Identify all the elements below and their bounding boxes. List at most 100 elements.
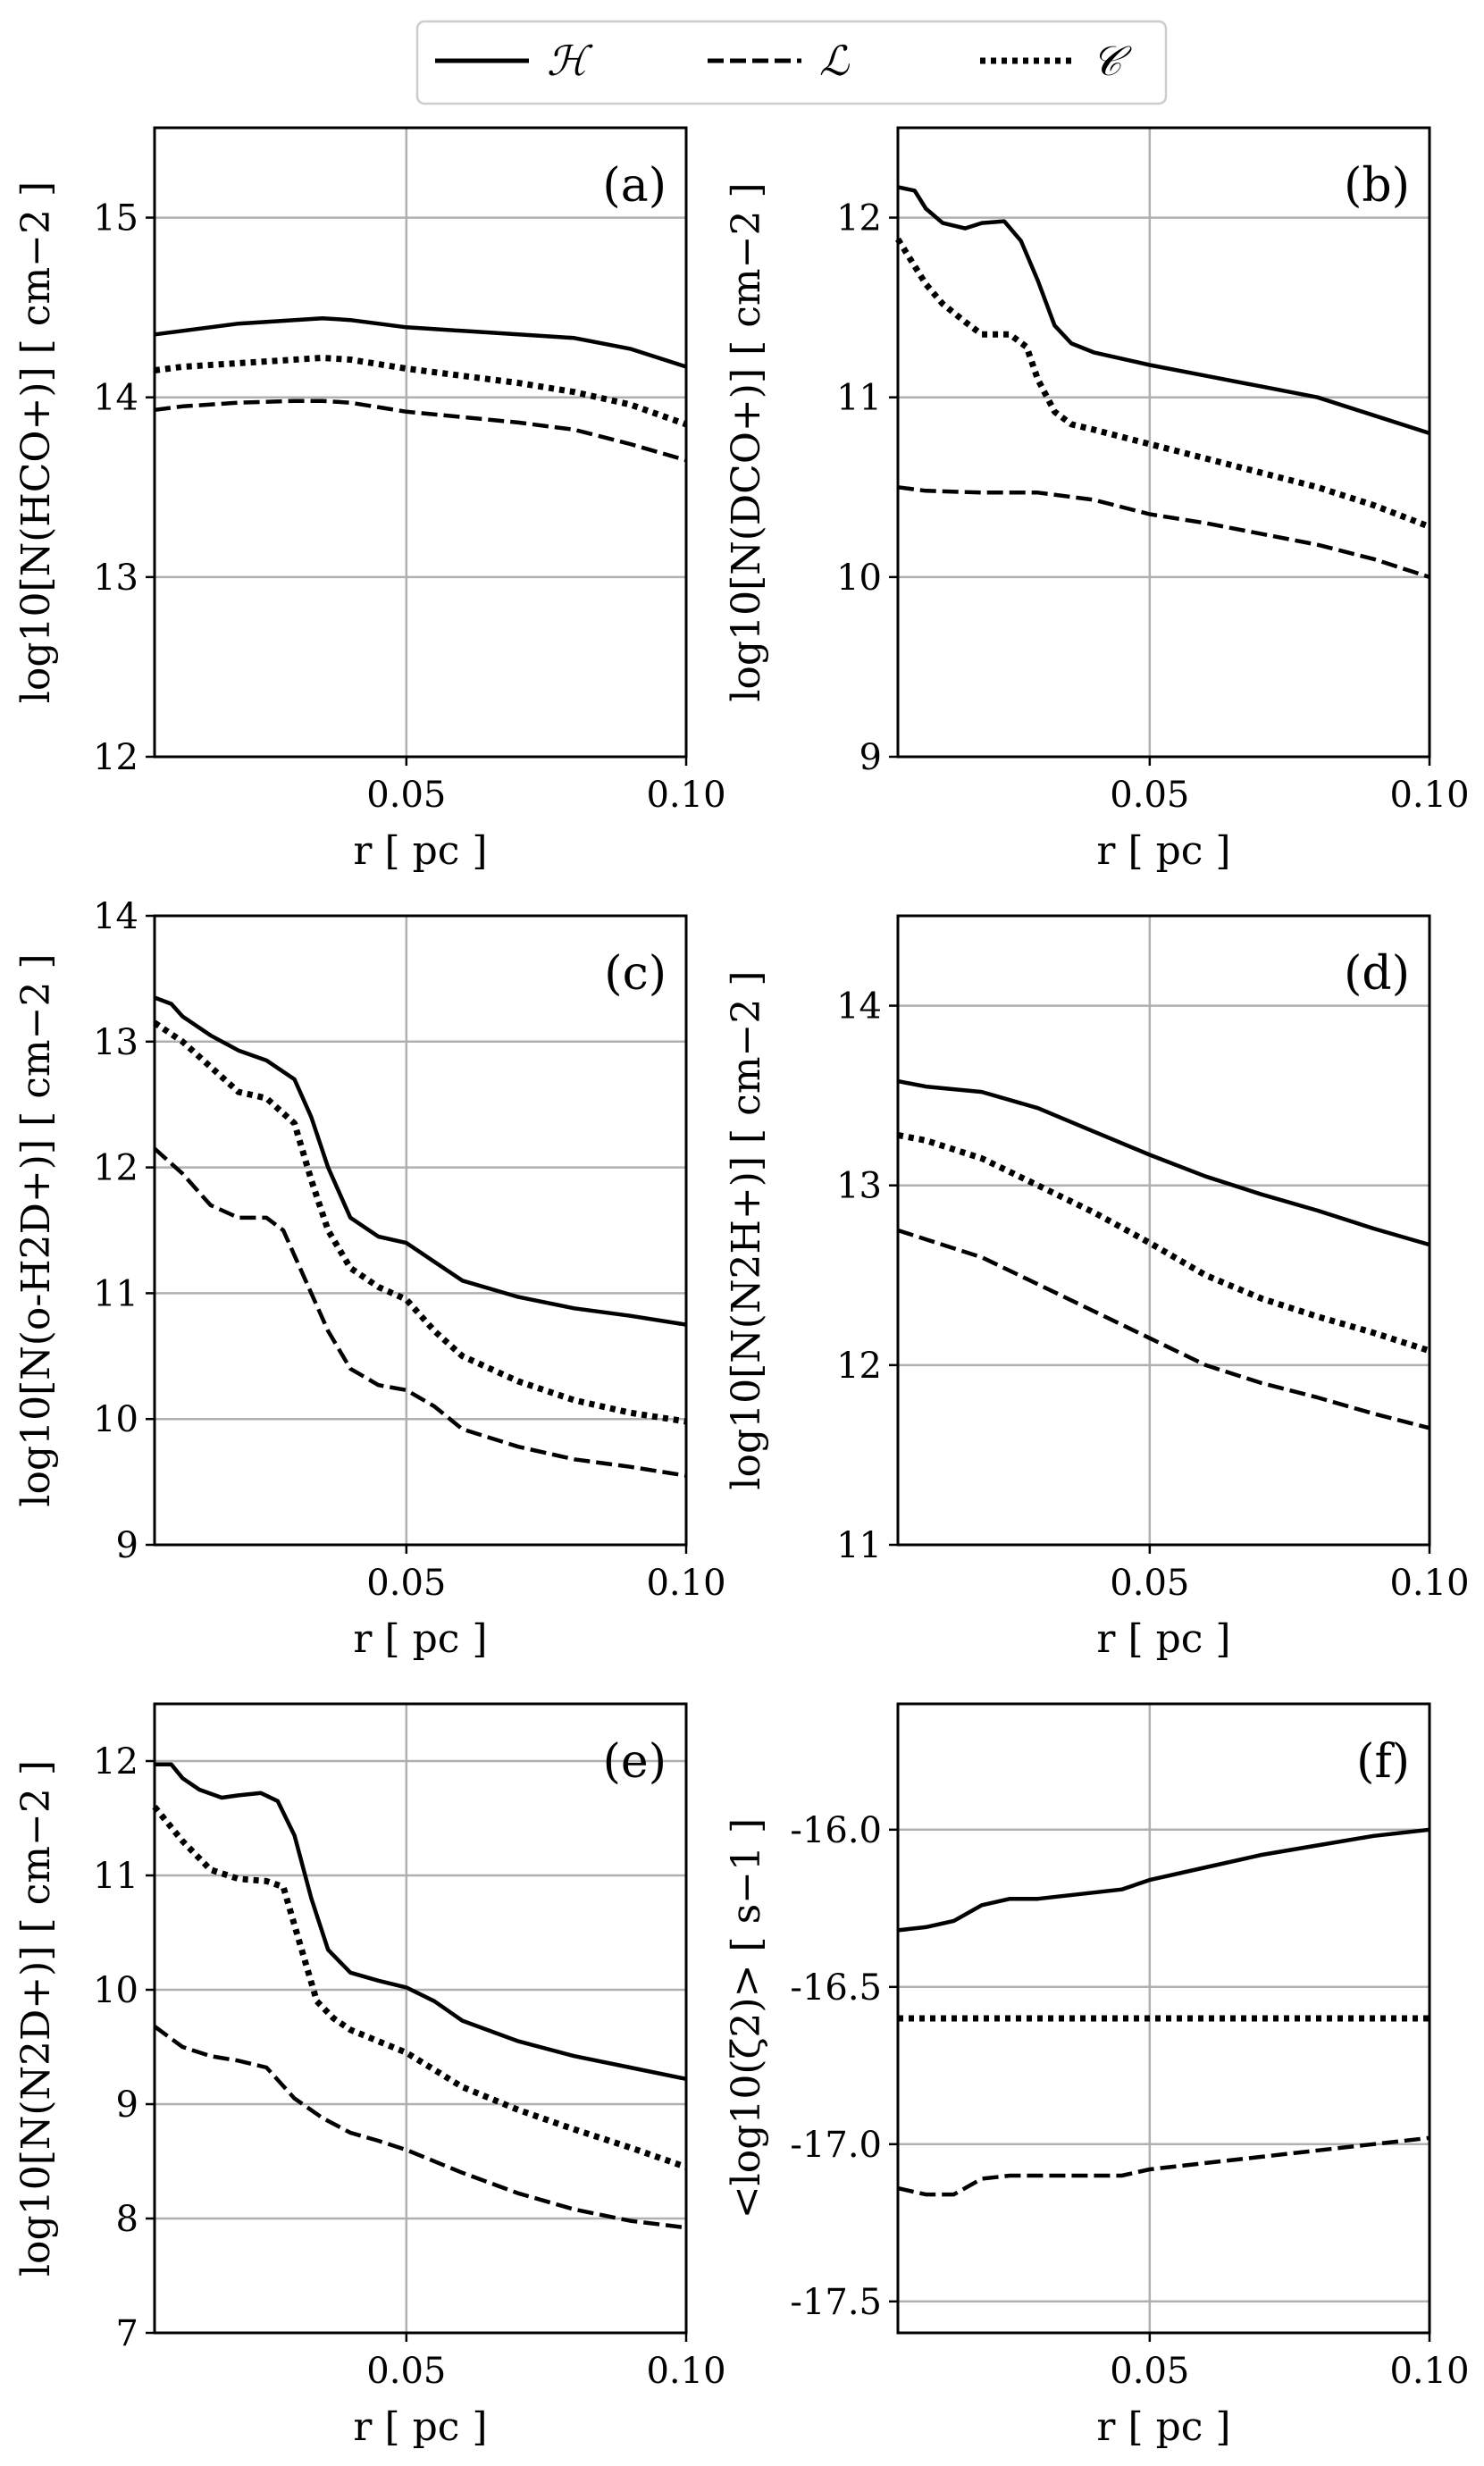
panel-e-series-dotted xyxy=(152,1804,688,2170)
panel-c: 0.05 0.10 9 10 11 12 13 14 (c) r [ pc ] log10[N… xyxy=(13,896,726,1662)
panel-f-ytick-label-3: -16.0 xyxy=(790,1810,882,1851)
panel-d-ylabel: log10[N(N2H+)] [ cm−2 ] xyxy=(724,970,769,1489)
panel-d-ticks: 0.05 0.10 11 12 13 14 xyxy=(836,986,1469,1604)
panel-c-ytick-label-2: 11 xyxy=(93,1273,138,1314)
panel-f-ticks: 0.05 0.10 -17.5 -17.0 -16.5 -16.0 xyxy=(790,1810,1469,2392)
panel-b-ytick-label-2: 11 xyxy=(836,378,882,419)
panel-e-series-solid xyxy=(155,1762,687,2082)
panel-d-label: (d) xyxy=(1344,947,1410,1001)
panel-b-series-dashed xyxy=(897,485,1430,580)
panel-f-xlabel: r [ pc ] xyxy=(1096,2404,1230,2450)
panel-c-ytick-label-1: 10 xyxy=(93,1399,138,1440)
panel-c-xtick-label-1: 0.10 xyxy=(646,1563,725,1604)
legend-label-h: ℋ xyxy=(547,37,593,85)
panel-d-xtick-label-0: 0.05 xyxy=(1110,1563,1189,1604)
panel-a-ytick-label-2: 14 xyxy=(93,378,138,419)
panel-c-ticks: 0.05 0.10 9 10 11 12 13 14 xyxy=(93,896,725,1604)
panel-c-ytick-label-5: 14 xyxy=(93,896,138,937)
panel-c-ylabel: log10[N(o-H2D+)] [ cm−2 ] xyxy=(13,953,59,1506)
panel-a-series xyxy=(154,315,688,463)
panel-a: 0.05 0.10 12 13 14 15 (a) r [ pc ] log10[N(HC… xyxy=(13,126,726,874)
panel-b-series xyxy=(895,185,1431,580)
panel-d-ytick-label-0: 11 xyxy=(836,1525,882,1566)
panel-b-ytick-label-3: 12 xyxy=(836,198,882,239)
panel-b: 0.05 0.10 9 10 11 12 (b) r [ pc ] log10[N(DCO… xyxy=(724,126,1470,874)
panel-f-ytick-label-2: -16.5 xyxy=(790,1967,882,2009)
legend-label-l: ℒ xyxy=(819,37,850,85)
panel-a-label: (a) xyxy=(602,159,667,213)
panel-d-series xyxy=(897,1078,1431,1430)
panel-b-frame xyxy=(896,126,1431,759)
panel-a-series-dotted xyxy=(154,355,688,428)
panel-e-ytick-label-3: 10 xyxy=(93,1970,138,2011)
panel-e-ytick-label-2: 9 xyxy=(116,2084,138,2126)
panel-d-series-dashed xyxy=(897,1228,1430,1430)
panel-f-frame xyxy=(896,1702,1431,2335)
panel-f-ytick-label-1: -17.0 xyxy=(790,2125,882,2166)
panel-b-xtick-label-0: 0.05 xyxy=(1110,775,1189,816)
panel-e-ytick-label-0: 7 xyxy=(116,2313,138,2354)
legend: ℋ ℒ 𝒞 xyxy=(415,20,1168,105)
panel-c-xtick-label-0: 0.05 xyxy=(366,1563,446,1604)
panel-d-series-dotted xyxy=(897,1131,1431,1355)
panel-d-xtick-label-1: 0.10 xyxy=(1389,1563,1469,1604)
panel-e-ytick-label-4: 11 xyxy=(93,1856,138,1897)
panel-c-ytick-label-4: 13 xyxy=(93,1022,138,1063)
legend-frame xyxy=(415,20,1168,105)
panel-e-frame xyxy=(153,1702,688,2335)
panel-b-xtick-label-1: 0.10 xyxy=(1389,775,1469,816)
panel-d-ytick-label-2: 13 xyxy=(836,1166,882,1207)
panel-b-series-dotted xyxy=(895,237,1431,530)
panel-c-series xyxy=(153,995,687,1478)
panel-c-ytick-label-0: 9 xyxy=(116,1525,138,1566)
panel-b-xlabel: r [ pc ] xyxy=(1096,828,1230,874)
panel-d: 0.05 0.10 11 12 13 14 (d) r [ pc ] log10[N(N2… xyxy=(724,914,1470,1662)
panel-d-frame xyxy=(896,914,1431,1547)
panel-c-label: (c) xyxy=(604,947,667,1001)
panel-a-ytick-label-0: 12 xyxy=(93,737,138,778)
panel-a-ytick-label-3: 15 xyxy=(93,198,138,239)
panel-b-label: (b) xyxy=(1344,159,1410,213)
panel-e-ytick-label-1: 8 xyxy=(116,2199,138,2240)
panel-c-ytick-label-3: 12 xyxy=(93,1148,138,1189)
panel-f-xtick-label-1: 0.10 xyxy=(1389,2351,1469,2392)
panel-c-frame xyxy=(153,914,688,1547)
panel-e-xlabel: r [ pc ] xyxy=(353,2404,487,2450)
panel-a-frame xyxy=(153,126,688,759)
panel-c-series-solid xyxy=(154,995,687,1327)
panel-a-xlabel: r [ pc ] xyxy=(353,828,487,874)
panel-f-ytick-label-0: -17.5 xyxy=(790,2282,882,2323)
panel-b-ticks: 0.05 0.10 9 10 11 12 xyxy=(836,198,1469,816)
panel-b-series-solid xyxy=(897,185,1430,436)
panel-d-ytick-label-3: 14 xyxy=(836,986,882,1028)
panel-e-series xyxy=(152,1762,688,2230)
panel-f-xtick-label-0: 0.05 xyxy=(1110,2351,1189,2392)
panel-f-series xyxy=(897,1827,1430,2197)
panel-e-ylabel: log10[N(N2D+)] [ cm−2 ] xyxy=(13,1760,59,2277)
panel-e-label: (e) xyxy=(603,1735,667,1789)
panel-a-xtick-label-1: 0.10 xyxy=(646,775,725,816)
panel-a-ticks: 0.05 0.10 12 13 14 15 xyxy=(93,198,725,816)
panel-a-ytick-label-1: 13 xyxy=(93,558,138,599)
panel-e-xtick-label-1: 0.10 xyxy=(646,2351,725,2392)
panel-e: 0.05 0.10 7 8 9 10 11 12 (e) r [ pc ] log10[N(N… xyxy=(13,1702,726,2450)
panel-f-series-solid xyxy=(897,1827,1430,1933)
panel-f-ylabel: <log10(ζ2)> [ s−1 ] xyxy=(724,1818,769,2219)
panel-a-series-dashed xyxy=(154,398,687,463)
panel-e-ytick-label-5: 12 xyxy=(93,1741,138,1782)
panel-d-series-solid xyxy=(897,1078,1430,1247)
panel-f: 0.05 0.10 -17.5 -17.0 -16.5 -16.0 (f) r [ pc … xyxy=(724,1702,1470,2450)
panel-c-xlabel: r [ pc ] xyxy=(353,1616,487,1662)
panel-d-xlabel: r [ pc ] xyxy=(1096,1616,1230,1662)
panel-f-label: (f) xyxy=(1356,1735,1410,1789)
panel-a-ylabel: log10[N(HCO+)] [ cm−2 ] xyxy=(13,181,59,703)
panel-a-xtick-label-0: 0.05 xyxy=(366,775,446,816)
panel-f-series-dashed xyxy=(897,2135,1430,2197)
panel-b-ytick-label-0: 9 xyxy=(859,737,882,778)
panel-e-xtick-label-0: 0.05 xyxy=(366,2351,446,2392)
panel-e-series-dashed xyxy=(153,2025,687,2230)
panel-b-ylabel: log10[N(DCO+)] [ cm−2 ] xyxy=(724,182,769,701)
panel-a-series-solid xyxy=(154,315,687,369)
